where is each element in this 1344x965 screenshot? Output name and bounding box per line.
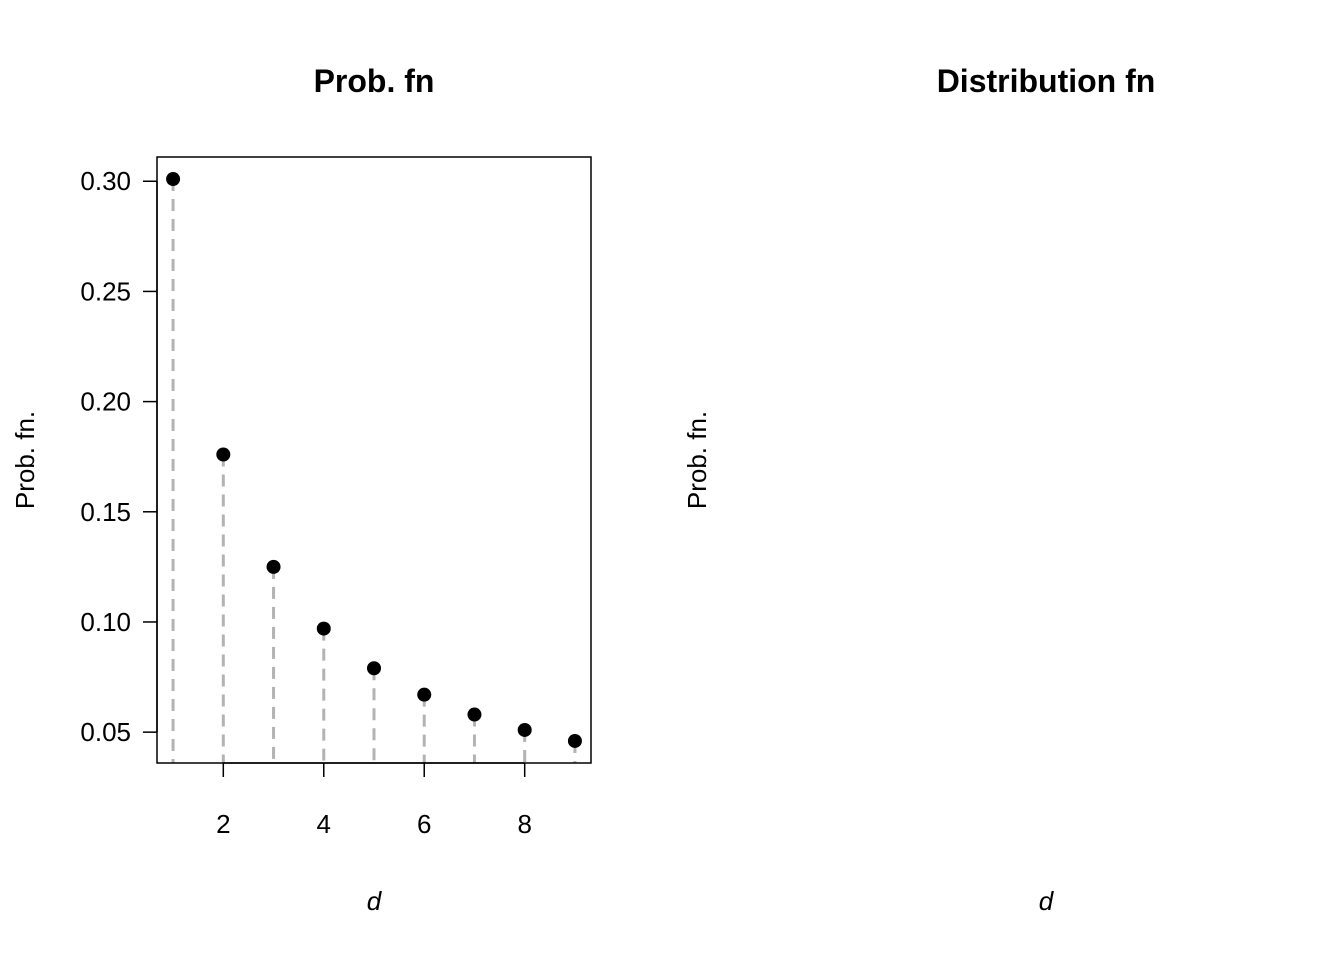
x-tick-label: 8 [517,809,531,839]
chart-title: Prob. fn [314,63,435,99]
data-point [939,396,953,410]
data-point [1089,259,1103,273]
data-point [316,621,331,636]
plot-frame [829,157,1263,763]
data-point [417,687,432,702]
x-tick-label: 6 [417,809,431,839]
y-tick-label: 0.25 [80,276,131,306]
x-tick-label: 2 [888,809,902,839]
y-tick-label: 0.30 [80,166,131,196]
y-tick-label: 0.2 [767,613,803,643]
y-tick-label: 0.15 [80,497,131,527]
panel-prob-fn: Prob. fn d Prob. fn. 2 4 6 8 0.0 0.2 0.4 0.6 0.8… [10,63,1263,916]
data-point [367,661,381,676]
y-tick-label: 0.6 [767,389,803,419]
panel-distribution-fn: Distribution fn d Prob. fn. [682,63,1155,916]
x-tick-label: 4 [989,809,1003,839]
y-tick-label: 0.0 [767,726,803,756]
x-tick-label: 2 [216,809,230,839]
data-point [467,707,482,722]
y-axis-label: Prob. fn. [10,411,40,509]
y-tick-label: 0.20 [80,387,131,417]
data-point [1139,227,1153,241]
plot-marks: 2 4 6 8 0.0 0.2 0.4 0.6 0.8 1.0 [166,157,1263,839]
chart-title: Distribution fn [937,63,1156,99]
y-tick-label: 0.8 [767,277,803,307]
data-point [567,733,582,748]
x-tick-label: 6 [1089,809,1103,839]
data-point [1240,172,1254,186]
y-tick-label: 0.4 [767,501,803,531]
plot-marks [838,172,1254,740]
data-point [216,447,231,462]
x-tick-label: 4 [317,809,331,839]
y-tick-label: 0.05 [80,717,131,747]
y-tick-label: 0.10 [80,607,131,637]
data-point [989,341,1003,355]
y-axis-label: Prob. fn. [682,411,712,509]
data-point [1190,198,1204,212]
y-tick-label: 1.0 [767,164,803,194]
x-axis-label: d [1039,886,1055,916]
data-point [838,565,852,579]
x-axis-label: d [367,886,383,916]
data-point [888,466,902,480]
data-point [166,172,181,187]
data-point [517,722,532,737]
data-point [266,559,281,574]
data-point [1039,297,1053,311]
x-tick-label: 8 [1189,809,1203,839]
